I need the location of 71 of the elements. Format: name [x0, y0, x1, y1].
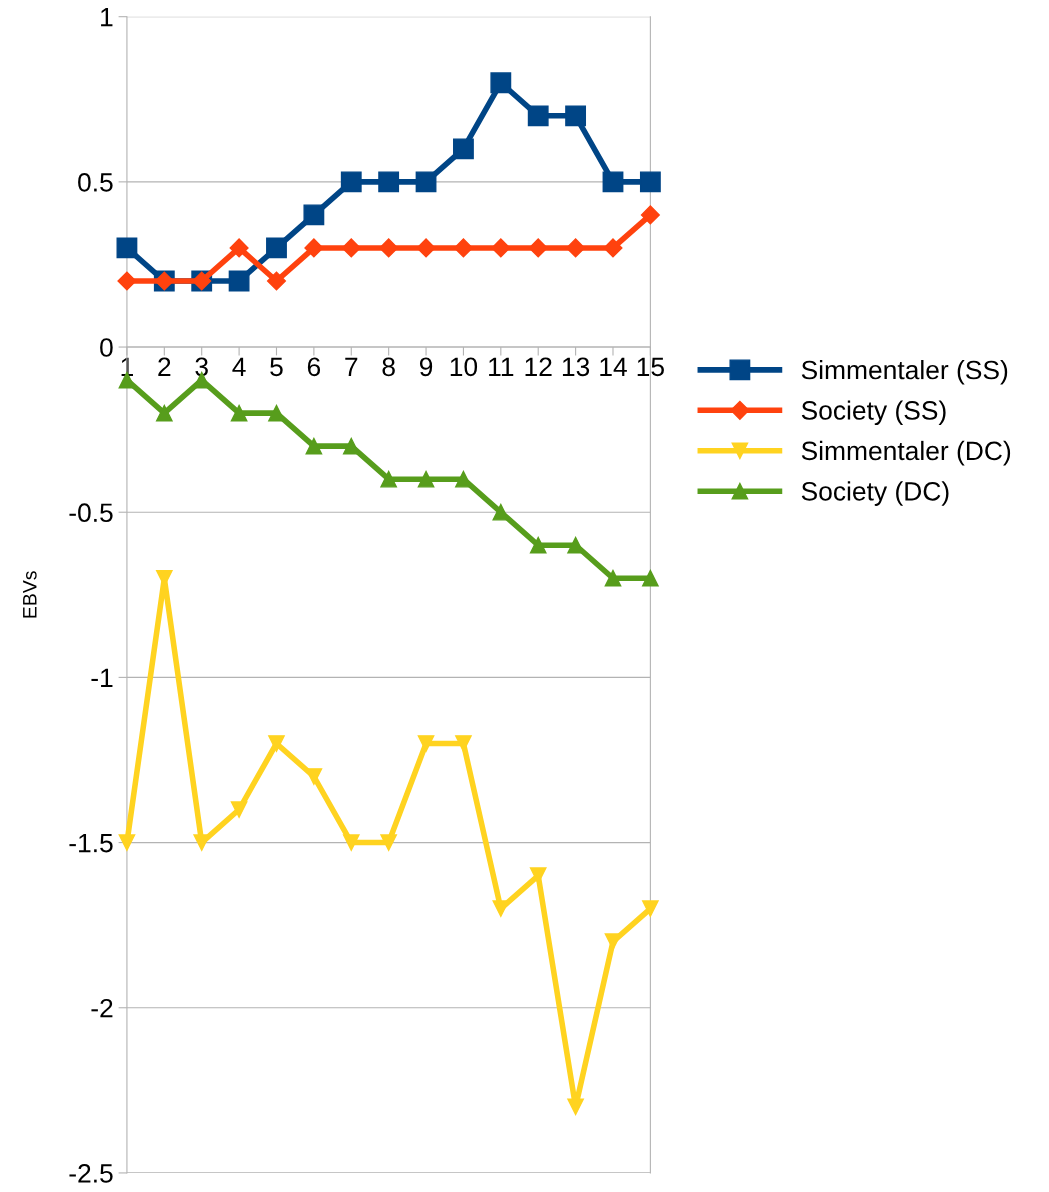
y-tick-label: -1.5 [69, 833, 113, 853]
point [304, 238, 324, 258]
legend-label: Society (SS) [801, 400, 946, 426]
point [228, 270, 250, 292]
point [305, 437, 323, 455]
point [230, 404, 248, 422]
point [266, 237, 287, 259]
x-tick-label: 4 [232, 357, 246, 376]
y-axis-title: EBVs [23, 571, 37, 618]
point [453, 138, 474, 160]
point [155, 404, 173, 422]
point [640, 205, 660, 225]
x-tick-label: 9 [419, 357, 433, 377]
point [417, 735, 435, 752]
point [303, 204, 325, 226]
y-tick-label: 0 [100, 338, 113, 357]
point [565, 105, 587, 127]
y-tick-label: -0.5 [69, 503, 113, 523]
point [490, 72, 512, 94]
point [378, 171, 400, 193]
point [604, 569, 622, 587]
point [527, 105, 549, 127]
y-tick-label: -1 [91, 668, 113, 687]
point [417, 470, 435, 488]
point [229, 238, 249, 258]
y-tick-label: -2 [91, 998, 113, 1018]
point [116, 237, 138, 259]
point [529, 867, 547, 884]
x-tick-label: 2 [158, 357, 171, 376]
point [642, 569, 659, 587]
x-tick-label: 5 [270, 357, 283, 377]
legend-label: Society (DC) [801, 481, 949, 506]
point [567, 1098, 584, 1116]
point [342, 834, 360, 851]
point [415, 171, 437, 193]
x-tick-label: 11 [489, 357, 514, 376]
y-tick-label: 0.5 [78, 173, 113, 192]
y-tick-label: -2.5 [69, 1164, 113, 1183]
x-tick-label: 12 [525, 357, 552, 376]
point [340, 171, 362, 193]
point [380, 470, 397, 488]
point [603, 238, 623, 258]
point [642, 900, 659, 917]
x-tick-label: 10 [450, 357, 478, 377]
point [529, 536, 547, 554]
point [602, 171, 624, 193]
point [639, 171, 661, 193]
point [379, 238, 399, 258]
x-tick-label: 15 [637, 357, 664, 377]
point [117, 271, 137, 291]
point [453, 238, 473, 258]
point [566, 238, 586, 258]
point [567, 536, 584, 554]
point [266, 271, 287, 291]
point [528, 238, 548, 258]
x-tick-label: 6 [307, 357, 321, 377]
point [118, 834, 136, 851]
x-tick-label: 13 [562, 357, 590, 377]
x-tick-label: 7 [345, 357, 358, 376]
point [341, 238, 361, 258]
legend-label: Simmentaler (SS) [801, 359, 1008, 385]
point [455, 735, 472, 752]
x-tick-label: 14 [600, 357, 627, 376]
point [230, 801, 248, 818]
y-tick-label: 1 [101, 8, 113, 27]
point [416, 238, 436, 258]
point [268, 735, 285, 752]
legend-label: Simmentaler (DC) [801, 440, 1011, 466]
point [380, 834, 397, 851]
x-tick-label: 8 [382, 357, 395, 377]
point [491, 238, 511, 258]
